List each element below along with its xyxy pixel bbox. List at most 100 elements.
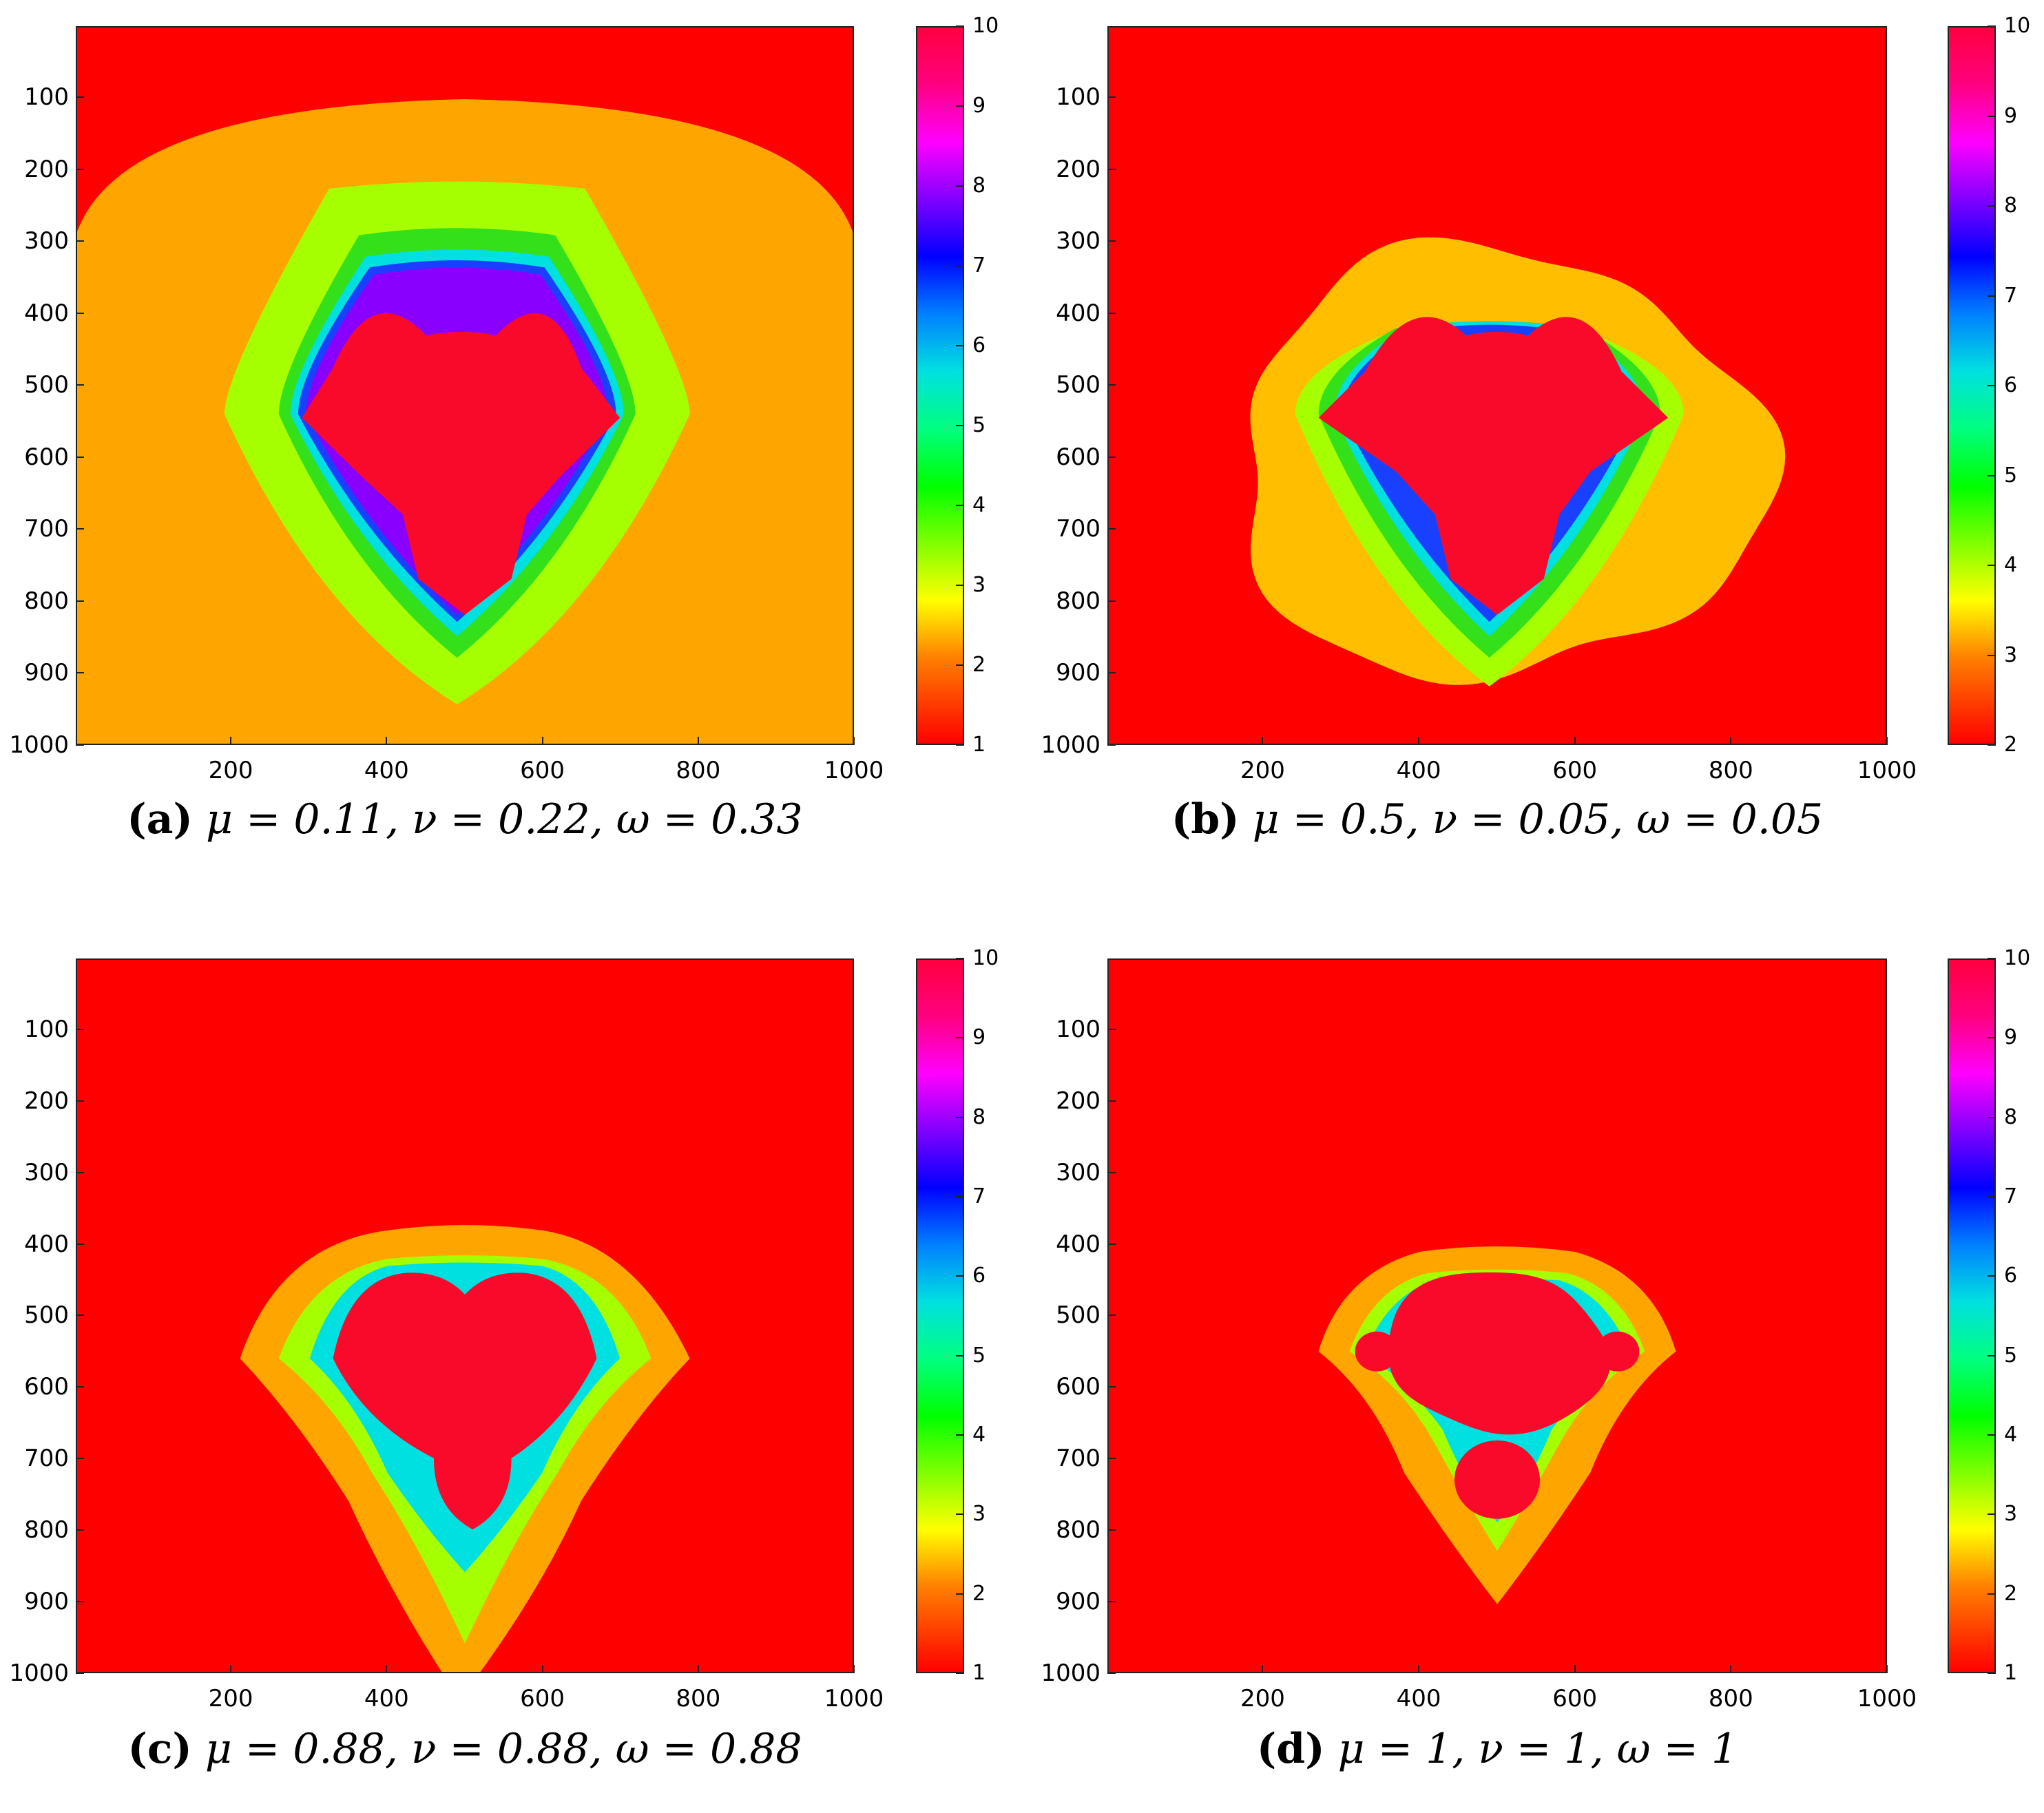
y-tick-mark xyxy=(76,1171,84,1173)
y-tick-label: 600 xyxy=(1056,443,1101,471)
x-tick-mark xyxy=(386,737,388,745)
colorbar-tick-mark xyxy=(956,1196,964,1197)
y-tick-mark xyxy=(76,1529,84,1531)
x-tick-label: 1000 xyxy=(824,1685,884,1712)
colorbar-tick-label: 2 xyxy=(2004,1581,2018,1606)
fractal-heatmap xyxy=(1109,960,1886,1672)
colorbar-tick-mark xyxy=(956,1673,964,1674)
y-tick-label: 600 xyxy=(24,443,69,471)
colorbar-tick-label: 3 xyxy=(972,1502,986,1527)
x-tick-mark xyxy=(1574,1665,1576,1673)
y-tick-mark xyxy=(1107,1100,1116,1102)
colorbar-tick-mark xyxy=(956,425,964,426)
y-tick-mark xyxy=(76,528,84,530)
colorbar-tick-mark xyxy=(956,505,964,506)
x-tick-mark xyxy=(1730,1665,1732,1673)
y-tick-mark xyxy=(1107,1386,1116,1388)
colorbar-tick-mark xyxy=(956,958,964,959)
y-tick-mark xyxy=(1107,312,1116,314)
interior-region xyxy=(1318,317,1669,615)
x-tick-label: 600 xyxy=(520,757,565,784)
y-tick-label: 100 xyxy=(1056,1015,1101,1043)
y-tick-label: 900 xyxy=(24,1588,69,1616)
colorbar-tick-mark xyxy=(1988,1116,1996,1118)
y-tick-label: 300 xyxy=(24,227,69,255)
colorbar-tick-mark xyxy=(956,664,964,666)
x-tick-label: 400 xyxy=(1396,1685,1441,1712)
colorbar-tick-mark xyxy=(956,1037,964,1039)
y-tick-mark xyxy=(76,1601,84,1603)
y-tick-mark xyxy=(76,1028,84,1030)
y-tick-label: 800 xyxy=(24,1516,69,1544)
fractal-heatmap xyxy=(77,960,853,1672)
y-tick-label: 200 xyxy=(24,1087,69,1115)
colorbar-tick-mark xyxy=(1988,654,1996,656)
interior-bulb xyxy=(1355,1331,1399,1372)
y-tick-label: 400 xyxy=(24,299,69,327)
colorbar-tick-mark xyxy=(1988,1354,1996,1356)
y-tick-label: 500 xyxy=(24,1301,69,1330)
y-tick-mark xyxy=(1107,672,1116,674)
colorbar-tick-mark xyxy=(1988,1275,1996,1277)
y-tick-mark xyxy=(76,456,84,458)
y-tick-mark xyxy=(76,384,84,386)
colorbar-tick-mark xyxy=(1988,385,1996,386)
y-tick-mark xyxy=(1107,168,1116,170)
y-tick-label: 800 xyxy=(1056,1516,1101,1544)
colorbar-tick-label: 3 xyxy=(2004,642,2018,667)
colorbar-tick-label: 5 xyxy=(972,413,986,437)
y-tick-mark xyxy=(1107,1314,1116,1317)
colorbar-tick-label: 7 xyxy=(972,253,986,277)
colorbar-tick-label: 9 xyxy=(972,94,986,118)
y-tick-label: 1000 xyxy=(9,1659,69,1687)
y-tick-label: 300 xyxy=(1056,1158,1101,1186)
y-tick-mark xyxy=(1107,384,1116,386)
y-tick-label: 500 xyxy=(1056,371,1101,399)
interior-region xyxy=(1388,1272,1611,1435)
y-tick-label: 900 xyxy=(1056,1588,1101,1616)
x-tick-mark xyxy=(1262,737,1264,745)
colorbar-tick-mark xyxy=(956,105,964,107)
x-tick-label: 600 xyxy=(1552,1685,1598,1712)
x-tick-mark xyxy=(1886,1665,1888,1673)
y-tick-label: 700 xyxy=(1056,1445,1101,1473)
colorbar-tick-mark xyxy=(1988,25,1996,27)
small-island xyxy=(580,205,598,222)
caption-params: μ = 0.11, ν = 0.22, ω = 0.33 xyxy=(206,795,803,843)
caption-tag: (a) xyxy=(127,795,193,843)
y-tick-label: 900 xyxy=(24,659,69,687)
heatmap-plot-area xyxy=(1107,958,1887,1673)
y-tick-label: 500 xyxy=(1056,1301,1101,1330)
x-tick-label: 800 xyxy=(676,757,721,784)
y-tick-label: 800 xyxy=(1056,587,1101,615)
colorbar-tick-label: 9 xyxy=(972,1025,986,1050)
y-tick-mark xyxy=(1107,1243,1116,1245)
y-tick-label: 600 xyxy=(1056,1373,1101,1401)
colorbar-tick-label: 4 xyxy=(2004,553,2018,577)
colorbar-tick-mark xyxy=(1988,1037,1996,1039)
x-tick-mark xyxy=(230,737,232,745)
colorbar-tick-label: 7 xyxy=(2004,1184,2018,1208)
x-tick-mark xyxy=(853,737,855,745)
y-tick-mark xyxy=(1107,600,1116,602)
colorbar-tick-mark xyxy=(1988,1593,1996,1595)
colorbar-tick-label: 8 xyxy=(2004,193,2018,218)
caption-params: μ = 0.88, ν = 0.88, ω = 0.88 xyxy=(205,1725,802,1773)
panel-caption: (c) μ = 0.88, ν = 0.88, ω = 0.88 xyxy=(7,1725,923,1773)
small-island xyxy=(340,205,357,222)
colorbar xyxy=(1948,958,1996,1673)
y-tick-mark xyxy=(76,600,84,602)
colorbar-tick-label: 4 xyxy=(972,1423,986,1447)
y-tick-mark xyxy=(76,1458,84,1460)
colorbar xyxy=(916,958,964,1673)
panel-caption: (a) μ = 0.11, ν = 0.22, ω = 0.33 xyxy=(7,795,923,843)
x-tick-label: 600 xyxy=(1552,757,1598,784)
x-tick-label: 800 xyxy=(1708,1685,1753,1712)
x-tick-label: 1000 xyxy=(1857,1685,1917,1712)
colorbar-tick-label: 5 xyxy=(2004,1343,2018,1367)
y-tick-mark xyxy=(1107,96,1116,98)
y-tick-label: 100 xyxy=(24,1015,69,1043)
heatmap-plot-area xyxy=(76,26,854,745)
colorbar-tick-label: 7 xyxy=(2004,283,2018,308)
x-tick-label: 200 xyxy=(1240,757,1285,784)
